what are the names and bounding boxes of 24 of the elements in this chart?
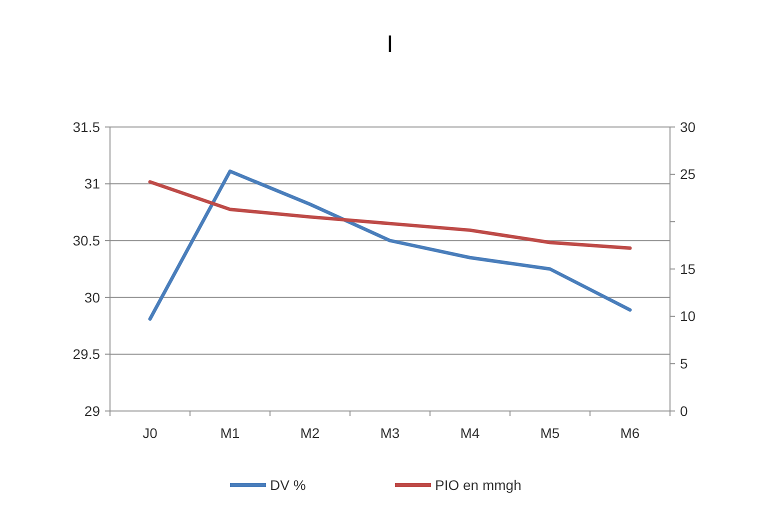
x-tick-label: M4 xyxy=(460,425,480,441)
y2-tick-label: 0 xyxy=(680,402,688,419)
x-tick-label: M5 xyxy=(540,425,560,441)
x-tick-label: J0 xyxy=(142,425,158,441)
y2-tick-label: 25 xyxy=(680,166,696,182)
y2-tick-label: 10 xyxy=(680,308,696,324)
x-tick-label: M6 xyxy=(620,425,640,441)
y2-tick-label: 15 xyxy=(680,260,696,277)
line-series xyxy=(148,180,632,250)
legend-label: PIO en mmgh xyxy=(435,476,522,493)
y2-tick-label: 5 xyxy=(680,356,688,372)
legend-label: DV % xyxy=(270,476,306,493)
y-tick-label: 29.5 xyxy=(72,346,100,362)
line-series xyxy=(148,170,632,321)
chart-title: I xyxy=(386,31,394,58)
x-tick-label: M2 xyxy=(300,425,320,441)
y-tick-label: 31.5 xyxy=(72,118,100,135)
y-tick-label: 30 xyxy=(84,289,100,306)
y2-tick-label: 30 xyxy=(680,118,696,135)
x-tick-label: M1 xyxy=(220,425,240,441)
y-tick-label: 30.5 xyxy=(72,232,100,248)
y-tick-label: 29 xyxy=(84,402,100,419)
y-tick-label: 31 xyxy=(84,176,100,192)
x-tick-label: M3 xyxy=(380,425,400,441)
